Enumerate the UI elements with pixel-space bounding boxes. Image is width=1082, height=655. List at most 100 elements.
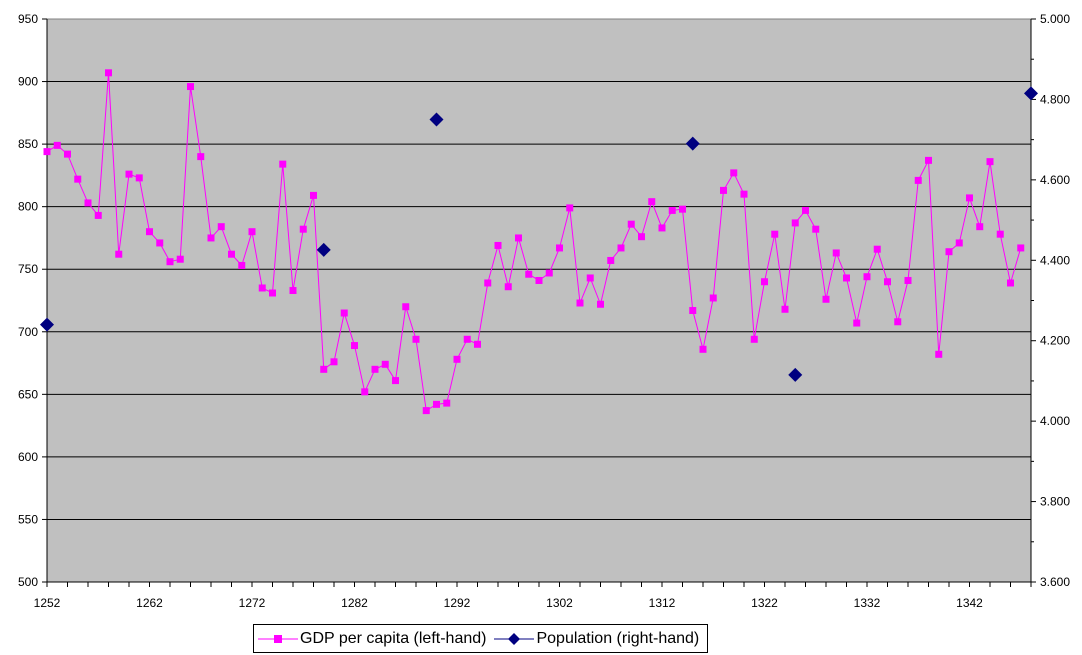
population-point	[429, 112, 444, 127]
gdp-point	[320, 365, 328, 373]
gdp-point	[750, 335, 758, 343]
gdp-point	[269, 289, 276, 297]
gdp-point	[904, 276, 912, 284]
gdp-point	[863, 273, 871, 281]
gdp-point	[853, 319, 861, 327]
legend-item-population: Population (right-hand)	[494, 630, 699, 648]
gdp-point	[935, 350, 943, 358]
gdp-point	[791, 219, 799, 227]
gdp-point	[535, 276, 543, 284]
gdp-point	[802, 206, 809, 214]
gdp-point	[945, 248, 953, 256]
gdp-point	[586, 274, 594, 282]
gdp-point	[955, 239, 963, 247]
x-tick-label: 1322	[751, 596, 778, 610]
legend: GDP per capita (left-hand) Population (r…	[253, 624, 709, 653]
gdp-point	[330, 358, 338, 366]
gdp-point	[494, 241, 502, 249]
gdp-point	[699, 345, 707, 353]
gdp-point	[381, 360, 389, 368]
gdp-point	[576, 299, 584, 307]
legend-label-population: Population (right-hand)	[536, 629, 700, 647]
gdp-point	[679, 205, 686, 213]
right-y-tick-label: 4.800	[1040, 92, 1070, 106]
gdp-point	[484, 279, 492, 287]
gdp-point	[279, 160, 287, 168]
gdp-point	[125, 170, 133, 178]
gdp-point	[443, 399, 451, 407]
gdp-point	[361, 388, 369, 396]
left-y-tick-label: 950	[18, 12, 38, 26]
gdp-point	[781, 305, 789, 313]
gdp-point	[822, 295, 830, 303]
x-axis-ticks: 1252 1262 1272 1282 1292 1302 1312 1322 1332 1342	[34, 582, 1032, 610]
right-y-tick-label: 5.000	[1040, 12, 1070, 26]
gdp-point	[433, 400, 440, 408]
gdp-point	[187, 83, 194, 91]
gdp-point	[566, 204, 574, 212]
gdp-line	[46, 72, 1022, 412]
gdp-point	[914, 176, 922, 184]
gdp-point	[515, 234, 522, 242]
gdp-point	[761, 278, 768, 286]
gdp-point	[402, 303, 410, 311]
gdp-point	[996, 230, 1004, 238]
population-point	[685, 136, 700, 151]
gdp-point	[392, 377, 399, 385]
gdp-point	[597, 300, 604, 308]
gdp-point	[299, 225, 307, 233]
gdp-point	[94, 211, 102, 219]
x-tick-label: 1312	[649, 596, 676, 610]
population-point	[40, 317, 54, 332]
x-tick-label: 1302	[546, 596, 573, 610]
left-y-tick-label: 500	[18, 575, 38, 589]
gdp-point	[832, 249, 840, 257]
gdp-point	[463, 335, 471, 343]
gdp-point	[217, 223, 225, 231]
left-y-tick-label: 550	[18, 512, 38, 526]
gdp-point	[504, 283, 512, 291]
gdp-point	[53, 141, 61, 149]
gdp-point	[627, 220, 635, 228]
x-tick-label: 1272	[239, 596, 266, 610]
gdp-point	[351, 342, 358, 350]
gdp-point	[545, 269, 553, 277]
left-y-tick-label: 650	[18, 387, 38, 401]
gdp-point	[884, 278, 891, 286]
legend-item-gdp: GDP per capita (left-hand)	[258, 630, 486, 648]
population-legend-marker	[494, 632, 535, 645]
right-y-axis-ticks: 3.600 3.800 4.000 4.200 4.400 4.600 4.800 5.000	[1031, 12, 1070, 589]
right-y-tick-label: 4.200	[1040, 334, 1070, 348]
right-y-tick-label: 4.600	[1040, 173, 1070, 187]
x-tick-label: 1262	[136, 596, 163, 610]
right-y-tick-label: 4.000	[1040, 414, 1070, 428]
right-y-tick-label: 3.600	[1040, 575, 1070, 589]
gdp-point	[258, 284, 266, 292]
gdp-per-capita-series	[43, 69, 1025, 415]
left-y-tick-label: 600	[18, 450, 38, 464]
x-tick-label: 1292	[444, 596, 471, 610]
gdp-point	[43, 148, 51, 156]
gdp-point	[1007, 279, 1014, 287]
right-y-tick-label: 3.800	[1040, 495, 1070, 509]
gdp-point	[689, 307, 697, 315]
gdp-point	[64, 150, 71, 158]
gdp-point	[873, 245, 881, 253]
gdp-point	[668, 206, 676, 214]
gdp-point	[371, 365, 379, 373]
gdp-point	[771, 230, 779, 238]
legend-label-gdp: GDP per capita (left-hand)	[300, 629, 487, 647]
left-y-tick-label: 850	[18, 137, 38, 151]
gdp-point	[925, 156, 932, 164]
gdp-point	[207, 234, 215, 242]
gdp-point	[709, 294, 717, 302]
gdp-point	[638, 233, 645, 241]
x-tick-label: 1282	[341, 596, 368, 610]
gdp-point	[648, 198, 656, 206]
x-tick-label: 1342	[956, 596, 983, 610]
gdp-point	[474, 340, 481, 348]
gdp-point	[135, 174, 143, 182]
population-point	[1024, 86, 1038, 101]
gdp-point	[197, 153, 205, 161]
